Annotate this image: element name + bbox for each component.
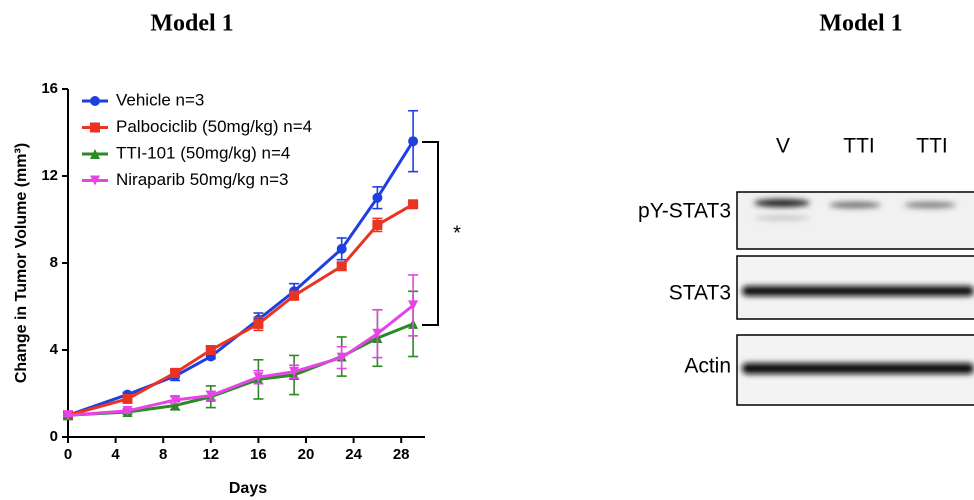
marker bbox=[170, 368, 180, 378]
x-tick-label: 20 bbox=[298, 446, 315, 463]
lane-label: TTI bbox=[843, 135, 875, 158]
marker bbox=[372, 193, 382, 203]
x-tick-label: 12 bbox=[202, 446, 219, 463]
marker bbox=[206, 345, 216, 355]
y-tick-label: 4 bbox=[50, 341, 59, 358]
marker bbox=[123, 394, 133, 404]
x-tick-label: 28 bbox=[393, 446, 410, 463]
lane-label: V bbox=[776, 135, 790, 158]
marker bbox=[90, 96, 100, 106]
chart-title: Model 1 bbox=[150, 11, 233, 37]
marker bbox=[337, 261, 347, 271]
x-axis-label: Days bbox=[229, 480, 267, 497]
annotation: * bbox=[453, 222, 461, 244]
y-tick-label: 8 bbox=[50, 254, 58, 271]
row-label: pY-STAT3 bbox=[638, 200, 731, 223]
y-tick-label: 0 bbox=[50, 428, 58, 445]
significance-bracket: * bbox=[422, 142, 461, 325]
legend-label: Palbociclib (50mg/kg) n=4 bbox=[116, 117, 312, 136]
blot-panel: V TTI TTI pY-STAT3 STAT3 Actin bbox=[638, 135, 974, 405]
x-tick-label: 0 bbox=[64, 446, 72, 463]
marker bbox=[408, 199, 418, 209]
marker bbox=[408, 136, 418, 146]
row-label: STAT3 bbox=[669, 282, 731, 305]
y-tick-label: 16 bbox=[41, 80, 58, 97]
marker bbox=[337, 244, 347, 254]
blot-title: Model 1 bbox=[819, 11, 902, 37]
x-tick-label: 4 bbox=[111, 446, 120, 463]
y-axis-label: Change in Tumor Volume (mm³) bbox=[13, 143, 30, 383]
x-tick-label: 24 bbox=[345, 446, 362, 463]
marker bbox=[253, 319, 263, 329]
lane-label: TTI bbox=[916, 135, 948, 158]
y-tick-label: 12 bbox=[41, 167, 58, 184]
x-tick-label: 16 bbox=[250, 446, 267, 463]
figure: Model 1 Model 1 Days Change in Tumor Vol… bbox=[0, 0, 974, 500]
legend-label: Vehicle n=3 bbox=[116, 90, 204, 109]
marker bbox=[90, 123, 100, 133]
row-label: Actin bbox=[684, 355, 731, 378]
marker bbox=[372, 220, 382, 230]
legend-label: Niraparib 50mg/kg n=3 bbox=[116, 170, 288, 189]
x-tick-label: 8 bbox=[159, 446, 167, 463]
marker bbox=[289, 291, 299, 301]
legend-label: TTI-101 (50mg/kg) n=4 bbox=[116, 143, 290, 162]
